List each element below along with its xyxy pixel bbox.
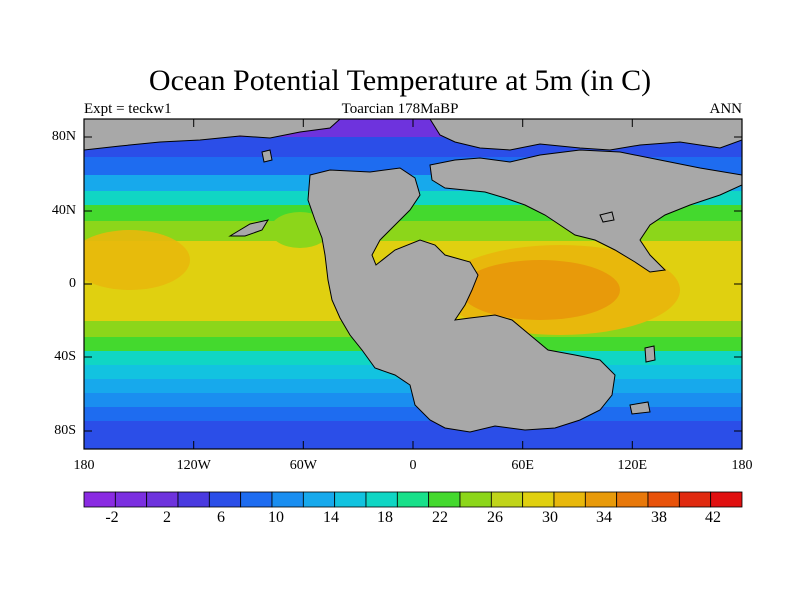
lat-label-40n: 40N — [51, 203, 76, 218]
experiment-label: Expt = teckw1 — [84, 101, 172, 117]
colorbar-swatch — [522, 491, 555, 508]
colorbar-swatch — [177, 491, 210, 508]
map-title: Ocean Potential Temperature at 5m (in C) — [148, 64, 652, 97]
lon-label-180w: 180 — [73, 458, 95, 473]
lon-label-60w: 60W — [289, 458, 317, 473]
lat-label-80s: 80S — [54, 423, 76, 438]
colorbar-label: 18 — [377, 509, 393, 526]
lon-label-120w: 120W — [176, 458, 211, 473]
lon-label-180e: 180 — [731, 458, 753, 473]
lon-label-0: 0 — [409, 458, 417, 473]
colorbar-swatch — [678, 491, 712, 508]
colorbar-label: 22 — [432, 509, 448, 526]
colorbar-label: 6 — [217, 509, 225, 526]
colorbar-swatch — [616, 491, 649, 508]
colorbar-swatch — [396, 491, 430, 508]
colorbar-label: 42 — [705, 509, 721, 526]
lon-label-120e: 120E — [617, 458, 648, 473]
colorbar-label: 38 — [651, 509, 667, 526]
axis-ticks — [84, 119, 742, 449]
colorbar-swatch — [302, 491, 336, 508]
colorbar-swatch — [208, 491, 242, 508]
colorbar-label: 30 — [542, 509, 558, 526]
colorbar-swatch — [647, 491, 680, 508]
colorbar-swatch — [490, 491, 524, 508]
colorbar-swatch — [459, 491, 492, 508]
period-label: Toarcian 178MaBP — [341, 101, 459, 117]
colorbar-swatch — [553, 491, 586, 508]
colorbar-label: 10 — [268, 509, 284, 526]
colorbar-swatch — [584, 491, 618, 508]
land-masses — [84, 119, 742, 433]
colorbar-swatch — [240, 491, 273, 508]
colorbar-swatch — [365, 491, 398, 508]
season-label: ANN — [709, 101, 743, 117]
colorbar-swatch — [83, 491, 116, 508]
colorbar-swatch — [334, 491, 367, 508]
colorbar — [83, 491, 743, 508]
colorbar-label: 2 — [163, 509, 171, 526]
colorbar-swatch — [271, 491, 304, 508]
colorbar-swatch — [710, 491, 743, 508]
lon-label-60e: 60E — [511, 458, 534, 473]
colorbar-swatch — [428, 491, 461, 508]
colorbar-label: 26 — [487, 509, 503, 526]
colorbar-swatch — [114, 491, 148, 508]
lat-label-40s: 40S — [54, 349, 76, 364]
lat-label-80n: 80N — [51, 129, 76, 144]
colorbar-label: -2 — [105, 509, 119, 526]
colorbar-label: 14 — [323, 509, 339, 526]
colorbar-label: 34 — [596, 509, 612, 526]
lat-label-0: 0 — [69, 276, 76, 291]
colorbar-swatch — [146, 491, 179, 508]
